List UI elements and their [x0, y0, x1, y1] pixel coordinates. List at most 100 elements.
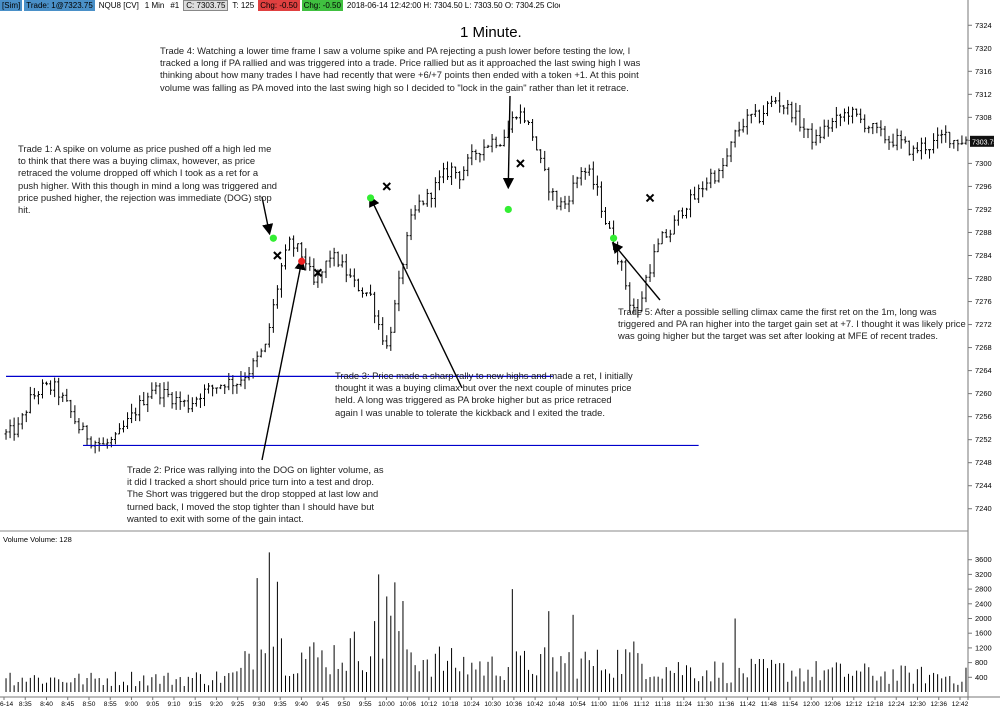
- price-tick-label: 7244: [975, 481, 992, 490]
- time-tick-label: 6-14: [0, 701, 14, 708]
- price-tick-label: 7324: [975, 21, 992, 30]
- price-tick-label: 7292: [975, 205, 992, 214]
- price-tick-label: 7312: [975, 90, 992, 99]
- time-tick-label: 9:20: [210, 701, 223, 708]
- header-item-8: Chg: -0.50: [301, 0, 343, 11]
- time-tick-label: 9:45: [316, 701, 329, 708]
- price-tick-label: 7288: [975, 228, 992, 237]
- header-item-0: [Sim]: [0, 0, 23, 11]
- volume-label: Volume Volume: 128: [3, 535, 72, 544]
- header-item-7: Chg: -0.50: [258, 0, 300, 11]
- last-price-label: 7303.75: [972, 139, 997, 146]
- price-tick-label: 7240: [975, 504, 992, 513]
- time-tick-label: 10:36: [506, 701, 523, 708]
- time-tick-label: 9:05: [146, 701, 159, 708]
- header-item-3: 1 Min: [144, 1, 165, 10]
- price-tick-label: 7260: [975, 389, 992, 398]
- time-tick-label: 9:15: [189, 701, 202, 708]
- time-tick-label: 9:30: [253, 701, 266, 708]
- time-tick-label: 11:06: [612, 701, 628, 708]
- time-tick-label: 12:00: [803, 701, 820, 708]
- header-item-4: #1: [170, 1, 180, 10]
- price-tick-label: 7248: [975, 458, 992, 467]
- time-tick-label: 11:30: [697, 701, 713, 708]
- header-item-6: T: 125: [232, 1, 255, 10]
- time-tick-label: 12:36: [930, 701, 947, 708]
- time-tick-label: 11:54: [782, 701, 798, 708]
- time-tick-label: 9:40: [295, 701, 308, 708]
- header-item-2: NQU8 [CV]: [98, 1, 139, 10]
- trade2-note: Trade 2: Price was rallying into the DOG…: [127, 464, 384, 524]
- time-tick-label: 10:48: [548, 701, 565, 708]
- volume-tick-label: 2000: [975, 614, 992, 623]
- volume-tick-label: 2800: [975, 585, 992, 594]
- time-tick-label: 8:40: [40, 701, 53, 708]
- time-tick-label: 12:12: [846, 701, 863, 708]
- trade-entry-marker: [298, 257, 306, 265]
- time-tick-label: 9:00: [125, 701, 138, 708]
- time-tick-label: 9:35: [274, 701, 287, 708]
- header-item-9: 2018-06-14 12:42:00 H: 7304.50 L: 7303.5…: [346, 1, 560, 10]
- time-tick-label: 8:50: [83, 701, 96, 708]
- price-tick-label: 7264: [975, 366, 992, 375]
- header-item-1: Trade: 1@7323.75: [24, 0, 95, 11]
- header-item-5: C: 7303.75: [183, 0, 229, 11]
- time-tick-label: 9:25: [231, 701, 244, 708]
- chart-title: 1 Minute.: [460, 24, 522, 41]
- time-tick-label: 9:55: [359, 701, 372, 708]
- trade-exit-marker: [273, 251, 282, 260]
- time-tick-label: 9:50: [337, 701, 350, 708]
- annotation-arrow: [611, 241, 661, 301]
- time-tick-label: 12:18: [867, 701, 884, 708]
- trade5-note: Trade 5: After a possible selling climax…: [618, 306, 966, 342]
- time-tick-label: 11:00: [591, 701, 607, 708]
- annotation-arrow: [369, 195, 463, 389]
- time-tick-label: 12:24: [888, 701, 905, 708]
- trade-entry-marker: [609, 234, 618, 242]
- time-tick-label: 11:24: [676, 701, 692, 708]
- trade-entry-marker: [366, 194, 375, 202]
- price-tick-label: 7272: [975, 320, 992, 329]
- price-tick-label: 7296: [975, 182, 992, 191]
- price-tick-label: 7268: [975, 343, 992, 352]
- trade-exit-marker: [645, 193, 655, 203]
- annotation-arrow: [502, 95, 515, 190]
- price-tick-label: 7308: [975, 113, 992, 122]
- time-tick-label: 11:42: [740, 701, 756, 708]
- time-tick-label: 10:06: [399, 701, 416, 708]
- time-tick-label: 10:18: [442, 701, 459, 708]
- volume-tick-label: 1600: [975, 629, 992, 638]
- volume-tick-label: 3200: [975, 570, 992, 579]
- volume-tick-label: 2400: [975, 599, 992, 608]
- time-tick-label: 10:54: [569, 701, 586, 708]
- volume-tick-label: 1200: [975, 643, 992, 652]
- trade-entry-marker: [504, 205, 512, 214]
- annotation-arrow: [261, 196, 274, 236]
- annotation-arrow: [261, 258, 306, 461]
- time-tick-label: 11:36: [718, 701, 734, 708]
- time-tick-label: 8:55: [104, 701, 117, 708]
- price-tick-label: 7316: [975, 67, 992, 76]
- time-tick-label: 11:18: [655, 701, 671, 708]
- time-tick-label: 11:48: [761, 701, 777, 708]
- trade3-note: Trade 3: Price made a sharp rally to new…: [335, 370, 633, 418]
- trade-exit-marker: [313, 268, 323, 277]
- trade-exit-marker: [516, 159, 525, 168]
- price-tick-label: 7300: [975, 159, 992, 168]
- trade-exit-marker: [382, 182, 391, 191]
- volume-tick-label: 800: [975, 658, 988, 667]
- time-tick-label: 10:24: [463, 701, 480, 708]
- trade1-note: Trade 1: A spike on volume as price push…: [18, 143, 278, 216]
- time-tick-label: 11:12: [633, 701, 649, 708]
- time-tick-label: 8:45: [61, 701, 74, 708]
- price-tick-label: 7276: [975, 297, 992, 306]
- last-price-box: [970, 135, 994, 147]
- time-tick-label: 12:42: [952, 701, 969, 708]
- time-tick-label: 8:35: [19, 701, 32, 708]
- time-tick-label: 10:00: [378, 701, 395, 708]
- price-tick-label: 7284: [975, 251, 992, 260]
- chart-header-bar: [Sim] Trade: 1@7323.75 NQU8 [CV] 1 Min #1 C: …: [0, 0, 560, 11]
- time-tick-label: 12:06: [824, 701, 841, 708]
- price-tick-label: 7252: [975, 435, 992, 444]
